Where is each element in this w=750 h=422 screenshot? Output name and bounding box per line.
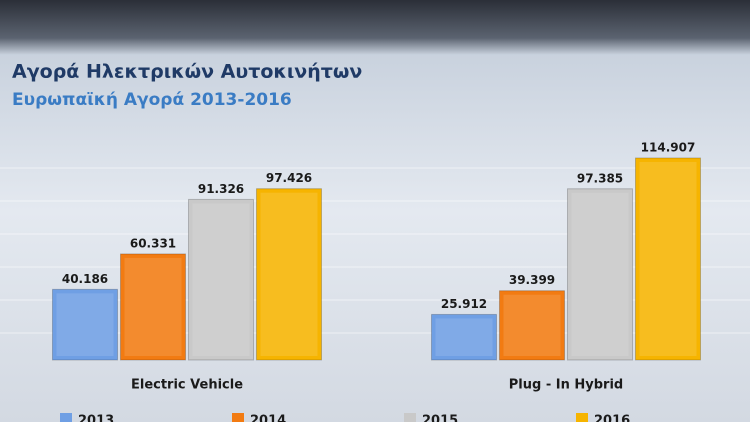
bar-highlight bbox=[56, 293, 114, 356]
bar-highlight bbox=[503, 294, 561, 356]
legend-label: 2014 bbox=[250, 414, 286, 422]
bar bbox=[635, 157, 701, 361]
x-tick-label: Electric Vehicle bbox=[131, 378, 243, 393]
bar-highlight bbox=[124, 257, 182, 356]
bar-highlight bbox=[571, 192, 629, 356]
value-label: 39.399 bbox=[509, 273, 555, 287]
value-label: 60.331 bbox=[130, 236, 176, 250]
bar bbox=[499, 290, 565, 361]
legend-swatch bbox=[404, 413, 416, 422]
value-label: 91.326 bbox=[198, 182, 244, 196]
value-label: 97.385 bbox=[577, 171, 623, 185]
legend-label: 2016 bbox=[594, 414, 630, 422]
bar bbox=[52, 288, 118, 361]
value-label: 114.907 bbox=[641, 140, 696, 154]
x-tick-label: Plug - In Hybrid bbox=[509, 378, 623, 393]
bar bbox=[188, 198, 254, 361]
value-label: 97.426 bbox=[266, 171, 312, 185]
bar-highlight bbox=[639, 161, 697, 356]
chart-title: Αγορά Ηλεκτρικών Αυτοκινήτων bbox=[12, 61, 362, 83]
bar-highlight bbox=[260, 192, 318, 356]
legend-swatch bbox=[576, 413, 588, 422]
bar bbox=[256, 188, 322, 361]
bar bbox=[120, 253, 186, 361]
value-label: 25.912 bbox=[441, 297, 487, 311]
legend-label: 2013 bbox=[78, 414, 114, 422]
bar bbox=[431, 313, 497, 361]
bar-highlight bbox=[192, 203, 250, 356]
legend-label: 2015 bbox=[422, 414, 458, 422]
legend-swatch bbox=[232, 413, 244, 422]
chart-subtitle: Ευρωπαϊκή Αγορά 2013-2016 bbox=[12, 90, 292, 110]
bar-highlight bbox=[435, 318, 493, 356]
bar bbox=[567, 188, 633, 361]
value-label: 40.186 bbox=[62, 272, 108, 286]
legend-swatch bbox=[60, 413, 72, 422]
